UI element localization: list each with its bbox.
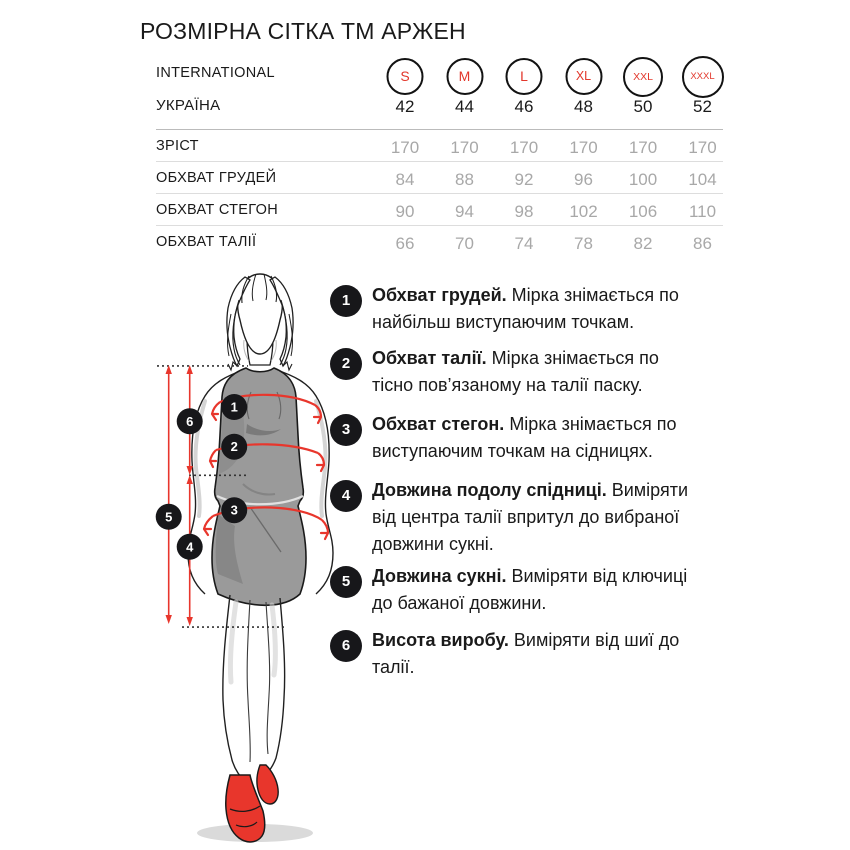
svg-text:1: 1 <box>231 400 238 415</box>
svg-text:4: 4 <box>186 539 194 554</box>
svg-text:3: 3 <box>231 503 238 518</box>
svg-text:6: 6 <box>186 414 193 429</box>
svg-text:2: 2 <box>231 439 238 454</box>
svg-text:5: 5 <box>165 509 172 524</box>
